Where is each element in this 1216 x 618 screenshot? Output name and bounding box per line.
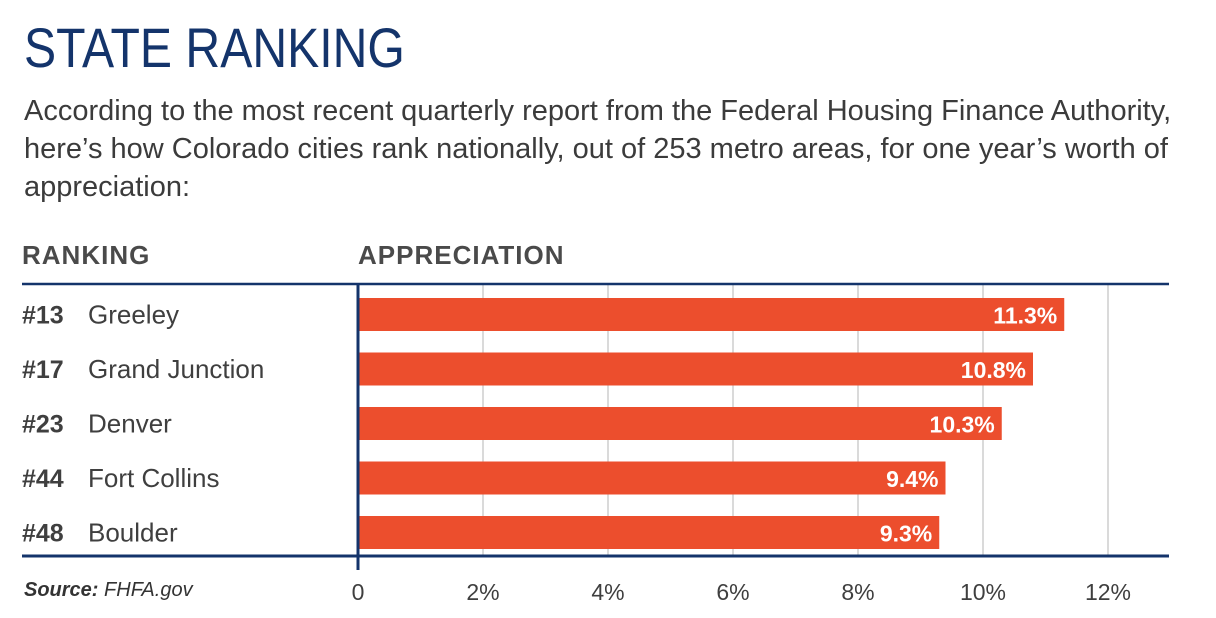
chart-subtitle: According to the most recent quarterly r…	[24, 95, 1172, 203]
city-label-4: Boulder	[88, 518, 178, 548]
x-tick-label-6: 12%	[1085, 579, 1131, 605]
rank-label-3: #44	[22, 465, 64, 493]
bar-3	[358, 461, 946, 495]
bar-2	[358, 407, 1002, 440]
city-label-2: Denver	[88, 409, 172, 439]
bar-1	[358, 352, 1033, 386]
chart-title: STATE RANKING	[24, 16, 405, 79]
rank-label-4: #48	[22, 520, 64, 548]
ranking-column-header: RANKING	[22, 240, 151, 270]
bar-4	[358, 516, 940, 549]
value-label-1: 10.8%	[961, 357, 1026, 383]
city-label-0: Greeley	[88, 300, 179, 330]
value-label-0: 11.3%	[993, 303, 1057, 329]
x-tick-label-3: 6%	[716, 579, 749, 605]
x-tick-label-2: 4%	[591, 579, 624, 605]
source-label: Source:	[24, 579, 99, 601]
rank-label-2: #23	[22, 411, 64, 439]
value-label-3: 9.4%	[886, 466, 938, 492]
bar-0	[358, 298, 1065, 331]
city-label-1: Grand Junction	[88, 354, 264, 384]
city-label-3: Fort Collins	[88, 463, 219, 493]
rank-label-1: #17	[22, 356, 64, 384]
appreciation-column-header: APPRECIATION	[358, 240, 565, 270]
x-tick-label-0: 0	[352, 579, 365, 605]
rank-label-0: #13	[22, 302, 64, 330]
value-label-4: 9.3%	[880, 521, 932, 547]
source-value: FHFA.gov	[104, 579, 193, 601]
source-note: Source: FHFA.gov	[24, 579, 193, 602]
x-tick-label-4: 8%	[841, 579, 874, 605]
x-tick-label-1: 2%	[466, 579, 499, 605]
value-label-2: 10.3%	[930, 412, 995, 438]
x-tick-label-5: 10%	[960, 579, 1006, 605]
